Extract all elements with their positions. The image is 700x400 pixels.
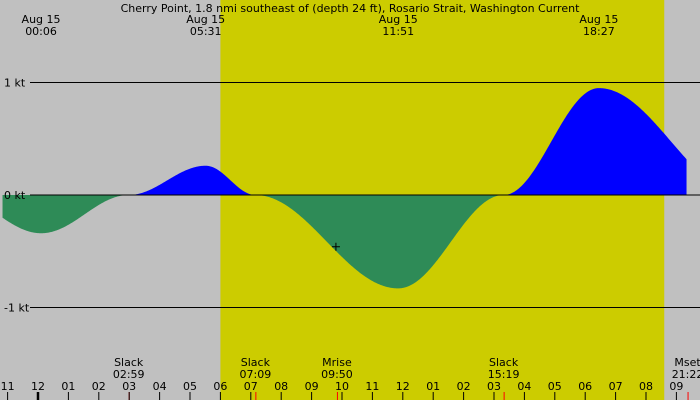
extreme-date-label: Aug 15 — [579, 13, 618, 26]
hour-tick-label: 02 — [457, 380, 471, 393]
event-labels: Slack02:59Slack07:09Mrise09:50Slack15:19… — [113, 356, 700, 400]
extreme-time-label: 11:51 — [382, 25, 414, 38]
event-name-label: Slack — [241, 356, 271, 369]
event-name-label: Mset — [674, 356, 700, 369]
hour-tick-label: 09 — [305, 380, 319, 393]
hour-tick-label: 12 — [396, 380, 410, 393]
hour-tick-label: 06 — [213, 380, 227, 393]
extreme-time-label: 18:27 — [583, 25, 615, 38]
crosshair-cursor — [331, 242, 340, 251]
hour-tick-label: 11 — [365, 380, 379, 393]
event-time-label: 02:59 — [113, 368, 145, 381]
event-name-label: Slack — [114, 356, 144, 369]
hour-tick-label: 03 — [122, 380, 136, 393]
event-name-label: Mrise — [322, 356, 352, 369]
hour-axis: 11 12 01 02 03 04 05 06 07 08 09 10 11 12 01 02 03 04 05 06… — [1, 380, 683, 400]
extreme-time-label: 00:06 — [25, 25, 57, 38]
y-tick-label: 1 kt — [4, 77, 26, 90]
hour-tick-label: 11 — [1, 380, 15, 393]
event-time-label: 21:22 — [672, 368, 700, 381]
hour-tick-label: 05 — [183, 380, 197, 393]
hour-tick-label: 08 — [639, 380, 653, 393]
hour-tick-label: 06 — [578, 380, 592, 393]
flood-area — [2, 88, 687, 195]
hour-tick-label: 09 — [669, 380, 683, 393]
event-name-label: Slack — [489, 356, 519, 369]
hour-tick-label: 04 — [517, 380, 531, 393]
hour-tick-label: 02 — [92, 380, 106, 393]
hour-tick-label: 12 — [31, 380, 45, 393]
hour-tick-label: 01 — [426, 380, 440, 393]
extreme-date-label: Aug 15 — [186, 13, 225, 26]
y-gridlines — [30, 82, 700, 308]
y-tick-label: 0 kt — [4, 189, 26, 202]
hour-tick-label: 08 — [274, 380, 288, 393]
hour-tick-label: 10 — [335, 380, 349, 393]
extreme-date-label: Aug 15 — [22, 13, 61, 26]
event-time-label: 09:50 — [321, 368, 353, 381]
event-time-label: 15:19 — [488, 368, 520, 381]
extreme-date-label: Aug 15 — [379, 13, 418, 26]
hour-tick-label: 05 — [548, 380, 562, 393]
hour-tick-label: 04 — [153, 380, 167, 393]
chart-title: Cherry Point, 1.8 nmi southeast of (dept… — [121, 2, 580, 15]
extreme-time-label: 05:31 — [190, 25, 222, 38]
hour-tick-label: 07 — [609, 380, 623, 393]
y-axis-labels: 1 kt 0 kt -1 kt — [4, 77, 30, 315]
hour-tick-label: 07 — [244, 380, 258, 393]
hour-tick-label: 01 — [61, 380, 75, 393]
y-tick-label: -1 kt — [4, 302, 30, 315]
ebb-area — [2, 195, 687, 289]
hour-tick-label: 03 — [487, 380, 501, 393]
event-time-label: 07:09 — [240, 368, 272, 381]
current-series — [2, 88, 687, 289]
